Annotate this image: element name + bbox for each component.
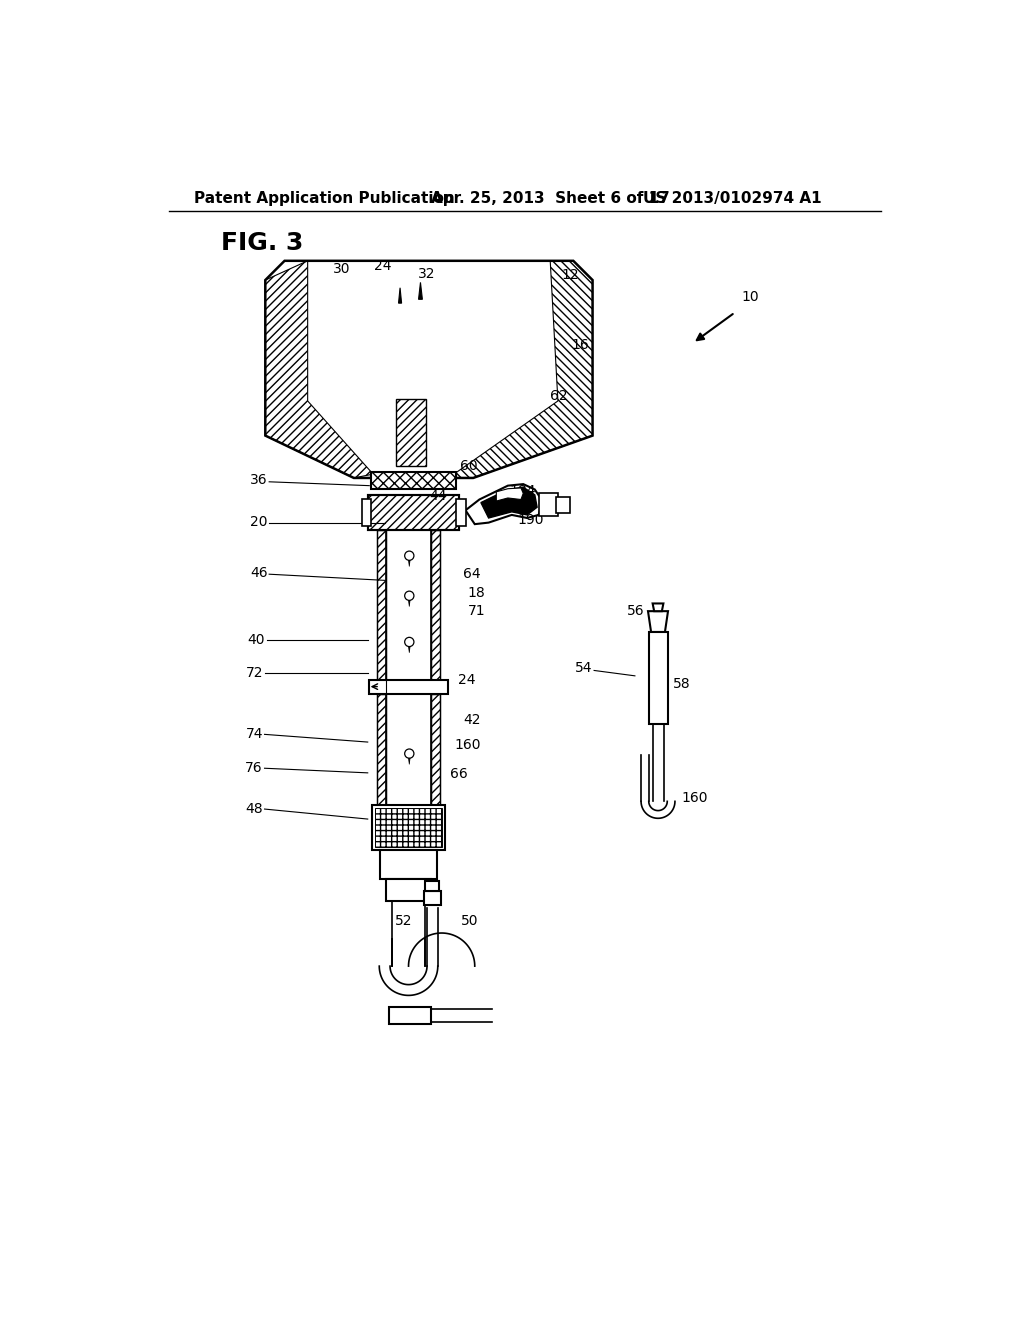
Text: 32: 32: [418, 267, 436, 281]
Bar: [457, 499, 466, 525]
Bar: [361, 499, 371, 525]
Bar: [370, 680, 447, 693]
Circle shape: [404, 748, 414, 758]
Circle shape: [404, 638, 414, 647]
Text: 46: 46: [250, 566, 267, 579]
Text: 36: 36: [250, 474, 267, 487]
Text: 160: 160: [681, 791, 708, 804]
Bar: [539, 494, 558, 516]
Text: 184: 184: [509, 484, 536, 498]
Text: 160: 160: [454, 738, 480, 752]
Bar: [380, 850, 437, 879]
Polygon shape: [497, 488, 523, 502]
Bar: [377, 693, 386, 805]
Text: 66: 66: [451, 767, 468, 781]
Text: 48: 48: [246, 803, 263, 816]
Bar: [386, 879, 431, 900]
Text: 190: 190: [517, 513, 544, 527]
Bar: [377, 529, 386, 680]
Bar: [388, 1007, 431, 1024]
Polygon shape: [466, 484, 543, 524]
Text: 54: 54: [575, 661, 593, 675]
Text: 18: 18: [468, 586, 485, 601]
Bar: [377, 693, 386, 805]
Text: 24: 24: [375, 259, 392, 273]
Bar: [377, 529, 386, 680]
Text: 72: 72: [246, 665, 263, 680]
Text: 12: 12: [562, 268, 580, 282]
Polygon shape: [652, 603, 664, 611]
Polygon shape: [648, 611, 668, 632]
Polygon shape: [398, 288, 401, 304]
Bar: [431, 529, 440, 680]
Text: 62: 62: [550, 388, 568, 403]
Text: 10: 10: [741, 290, 759, 304]
Text: 30: 30: [333, 261, 350, 276]
Polygon shape: [409, 561, 410, 566]
Text: 40: 40: [248, 632, 265, 647]
Text: US 2013/0102974 A1: US 2013/0102974 A1: [643, 191, 822, 206]
Polygon shape: [481, 487, 538, 517]
Bar: [370, 681, 386, 693]
Polygon shape: [409, 647, 410, 653]
Text: 20: 20: [250, 515, 267, 529]
Polygon shape: [409, 601, 410, 607]
Text: 16: 16: [571, 338, 589, 351]
Bar: [368, 495, 460, 529]
Text: 76: 76: [246, 762, 263, 775]
Bar: [431, 529, 440, 680]
Text: 64: 64: [463, 568, 481, 581]
Text: 58: 58: [673, 677, 690, 690]
Bar: [556, 498, 570, 512]
Text: Apr. 25, 2013  Sheet 6 of 17: Apr. 25, 2013 Sheet 6 of 17: [431, 191, 670, 206]
Bar: [373, 805, 444, 850]
Bar: [649, 632, 668, 725]
Text: 52: 52: [395, 913, 413, 928]
Text: 44: 44: [430, 488, 447, 503]
Text: 56: 56: [628, 605, 645, 618]
Bar: [371, 471, 457, 488]
Polygon shape: [409, 758, 410, 764]
Circle shape: [404, 591, 414, 601]
Text: Patent Application Publication: Patent Application Publication: [194, 191, 455, 206]
Text: 74: 74: [246, 727, 263, 742]
Circle shape: [404, 552, 414, 561]
Bar: [375, 808, 442, 847]
Bar: [431, 693, 440, 805]
Text: 71: 71: [468, 605, 485, 618]
Bar: [425, 882, 439, 891]
Text: FIG. 3: FIG. 3: [221, 231, 304, 255]
Text: 24: 24: [458, 673, 475, 688]
Bar: [431, 693, 440, 805]
Polygon shape: [265, 261, 593, 478]
Text: 50: 50: [461, 913, 478, 928]
Bar: [424, 891, 441, 904]
Text: 60: 60: [460, 459, 478, 474]
Polygon shape: [419, 282, 422, 300]
Text: 42: 42: [463, 714, 480, 727]
